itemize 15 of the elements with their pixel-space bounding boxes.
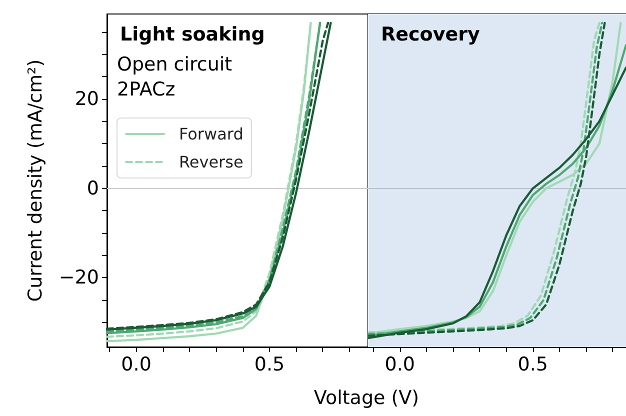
x-tick-label: 0.0	[121, 354, 152, 376]
x-tick-label: 0.5	[254, 354, 285, 376]
y-tick-label: 0	[86, 177, 99, 200]
text: Recovery	[381, 24, 480, 46]
y-tick-label: 20	[74, 88, 99, 110]
x-axis-title: Voltage (V)	[312, 387, 420, 409]
x-tick-label: 0.5	[518, 354, 548, 376]
legend-label: Forward	[179, 124, 244, 144]
annotation: Open circuit	[117, 54, 232, 76]
y-tick-label: −20	[58, 266, 99, 289]
x-tick-label: 0.0	[384, 354, 416, 376]
legend-label: Reverse	[179, 152, 244, 172]
y-axis-title: Current density (mA/cm²)	[24, 59, 46, 302]
text: Light soaking	[120, 24, 265, 46]
annotation: 2PACz	[117, 78, 176, 100]
